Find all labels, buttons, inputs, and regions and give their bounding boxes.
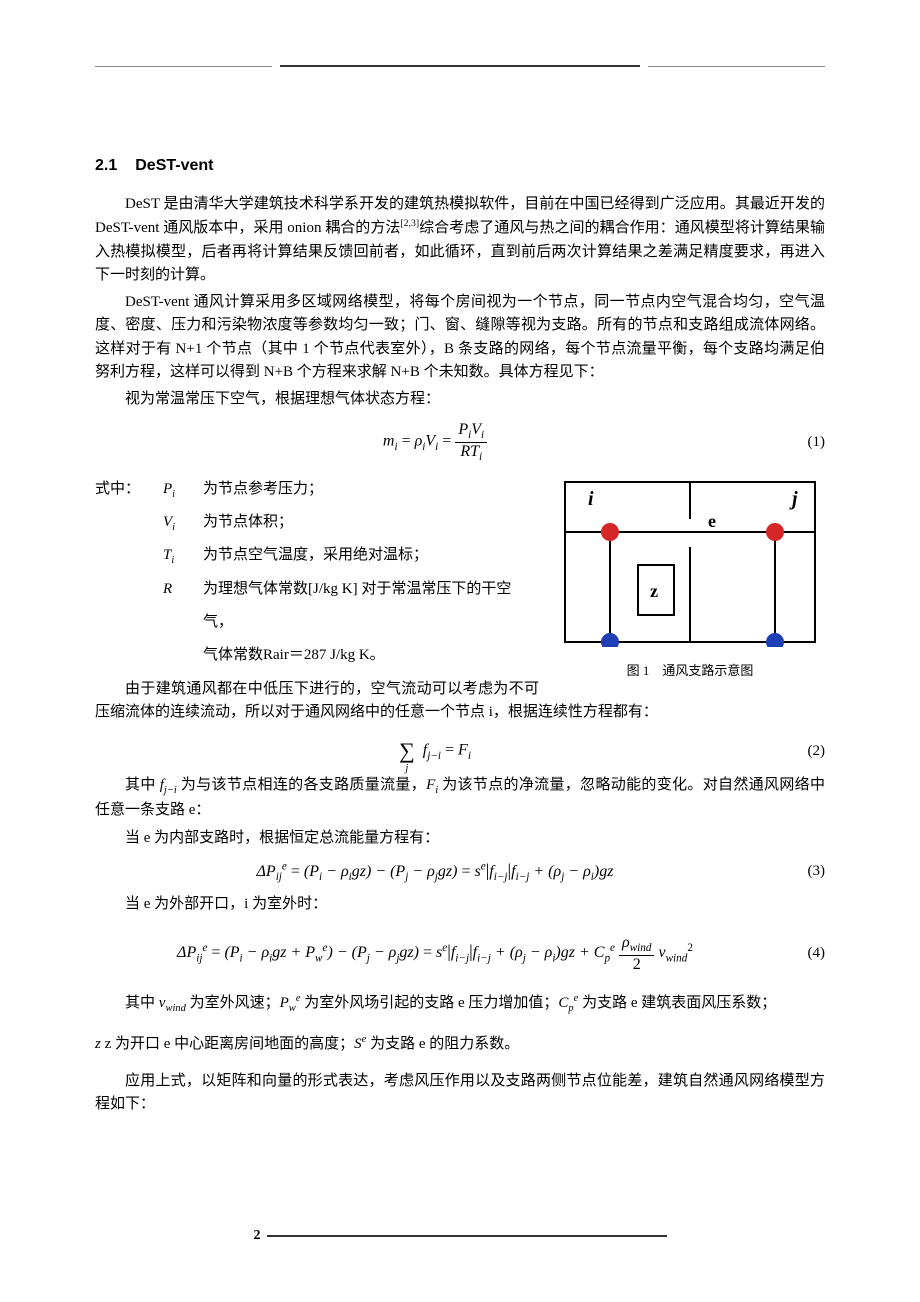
paragraph-8: 其中 vwind 为室外风速；Pwe 为室外风场引起的支路 e 压力增加值；Cp… bbox=[95, 991, 825, 1017]
figure-1: i j e z 图 1 通风支路示意图 bbox=[555, 477, 825, 679]
paragraph-10: 应用上式，以矩阵和向量的形式表达，考虑风压作用以及支路两侧节点位能差，建筑自然通… bbox=[95, 1070, 825, 1117]
page-number: 2 bbox=[254, 1228, 261, 1244]
figure-1-svg: i j e z bbox=[560, 477, 820, 647]
paragraph-2: DeST-vent 通风计算采用多区域网络模型，将每个房间视为一个节点，同一节点… bbox=[95, 291, 825, 384]
equation-2-number: (2) bbox=[775, 743, 825, 760]
paragraph-6: 当 e 为内部支路时，根据恒定总流能量方程有： bbox=[95, 827, 825, 850]
fig-label-i: i bbox=[588, 488, 594, 510]
section-heading: 2.1 DeST-vent bbox=[95, 157, 825, 175]
section-number: 2.1 bbox=[95, 157, 117, 174]
paragraph-3: 视为常温常压下空气，根据理想气体状态方程： bbox=[95, 388, 825, 411]
fig-label-z: z bbox=[650, 581, 658, 601]
equation-1: mi = ρiVi = PiViRTi (1) bbox=[95, 421, 825, 463]
equation-2: ∑j fj−i = Fi (2) bbox=[95, 738, 825, 764]
paragraph-5: 其中 fj−i 为与该节点相连的各支路质量流量，Fi 为该节点的净流量，忽略动能… bbox=[95, 774, 825, 823]
paragraph-1: DeST 是由清华大学建筑技术科学系开发的建筑热模拟软件，目前在中国已经得到广泛… bbox=[95, 193, 825, 287]
page-content: 2.1 DeST-vent DeST 是由清华大学建筑技术科学系开发的建筑热模拟软… bbox=[0, 0, 920, 1170]
paragraph-4: 由于建筑通风都在中低压下进行的，空气流动可以考虑为不可压缩流体的连续流动，所以对… bbox=[95, 678, 825, 725]
equation-4: ΔPije = (Pi − ρigz + Pwe) − (Pj − ρjgz) … bbox=[95, 934, 825, 973]
fig-label-j: j bbox=[789, 488, 798, 510]
header-rule bbox=[95, 65, 825, 67]
paragraph-9: z z 为开口 e 中心距离房间地面的高度；Se 为支路 e 的阻力系数。 bbox=[95, 1032, 825, 1056]
fig-label-e: e bbox=[708, 511, 716, 531]
equation-4-number: (4) bbox=[775, 945, 825, 962]
page-footer: 2 bbox=[0, 1228, 920, 1244]
equation-3: ΔPije = (Pi − ρigz) − (Pj − ρjgz) = se|f… bbox=[95, 860, 825, 883]
figure-1-caption: 图 1 通风支路示意图 bbox=[555, 660, 825, 679]
equation-1-number: (1) bbox=[775, 434, 825, 451]
section-title-text: DeST-vent bbox=[135, 157, 213, 174]
equation-3-number: (3) bbox=[775, 863, 825, 880]
paragraph-7: 当 e 为外部开口，i 为室外时： bbox=[95, 893, 825, 916]
